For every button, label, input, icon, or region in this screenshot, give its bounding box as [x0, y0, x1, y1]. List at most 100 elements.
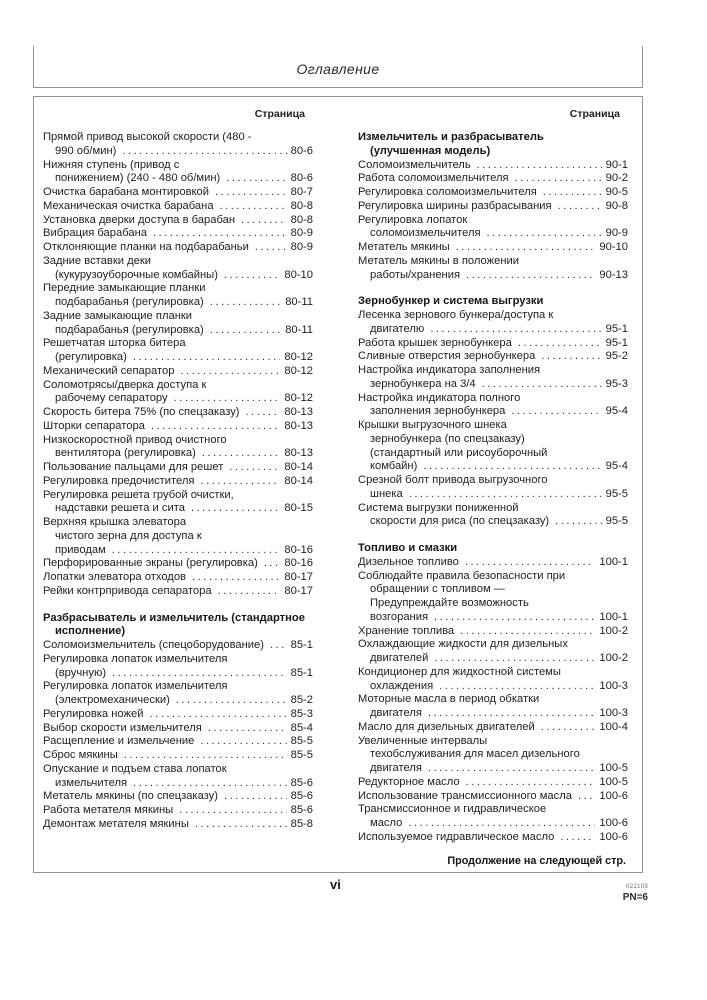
dot-leader: ........................................… — [541, 350, 602, 363]
page-number: 80-16 — [284, 557, 313, 570]
dot-leader: ........................................… — [150, 419, 280, 432]
toc-line: Метатель мякины.........................… — [358, 241, 628, 255]
continued-on-next-page-note: Продолжение на следующей стр. — [447, 854, 626, 867]
dot-leader: ........................................… — [476, 158, 602, 171]
dot-leader: ........................................… — [578, 789, 595, 802]
toc-entry: Лесенка зернового бункера/доступа к двига… — [358, 309, 628, 337]
page-number: 85-4 — [290, 721, 313, 734]
toc-line: Рейки контрпривода сепаратора...........… — [43, 585, 313, 599]
dot-leader: ........................................… — [557, 199, 602, 212]
page-number: 80-6 — [290, 172, 313, 185]
dot-leader: ........................................… — [560, 830, 595, 843]
dot-leader: ........................................… — [511, 405, 602, 418]
dot-leader: ........................................… — [241, 213, 287, 226]
toc-line: двигателя...............................… — [358, 707, 628, 721]
toc-line: Нижняя ступень (привод с — [43, 158, 180, 171]
toc-entry-text: Расщепление и измельчение — [43, 735, 195, 748]
toc-entry: Регулировка лопаток измельчителя (электро… — [43, 680, 313, 708]
dot-leader: ........................................… — [464, 555, 596, 568]
toc-entry: Регулировка лопаток соломоизмельчителя...… — [358, 214, 628, 242]
page-number: 80-8 — [290, 199, 313, 212]
page-number: 95-3 — [605, 377, 628, 390]
page-number: 95-4 — [605, 405, 628, 418]
toc-column-left: Страница Прямой привод высокой скорости … — [43, 108, 313, 832]
dot-leader: ........................................… — [427, 762, 596, 774]
toc-entry: Верхняя крышка элеватора чистого зерна дл… — [43, 516, 313, 557]
dot-leader: ........................................… — [263, 557, 281, 570]
toc-entry-text: (кукурузоуборочные комбайны) — [55, 268, 218, 281]
toc-entry-text: подбарабанья (регулировка) — [55, 296, 204, 308]
toc-line: Масло для дизельных двигателей..........… — [358, 721, 628, 735]
dot-leader: ........................................… — [152, 227, 287, 240]
toc-entry: Хранение топлива........................… — [358, 625, 628, 639]
page-number: 80-13 — [284, 419, 313, 432]
toc-entry-text: Скорость битера 75% (по спецзаказу) — [43, 406, 240, 418]
folio-page-number: vi — [330, 877, 341, 892]
toc-entry-text: двигателю — [370, 322, 425, 335]
dot-leader: ........................................… — [112, 666, 287, 679]
toc-entry: Прямой привод высокой скорости (480 -990… — [43, 131, 313, 159]
page-number: 85-6 — [290, 790, 313, 803]
toc-line: (стандартный или рисоуборочный — [370, 446, 548, 459]
page-number: 90-8 — [605, 199, 628, 212]
page-number: 80-9 — [290, 227, 313, 240]
dot-leader: ........................................… — [122, 144, 286, 157]
toc-line: Метатель мякины в положении — [358, 254, 520, 267]
toc-entry-text: Дизельное топливо — [358, 555, 459, 568]
toc-line: Задние замыкающие планки — [43, 309, 193, 322]
toc-entry-text: скорости для риса (по спецзаказу) — [370, 515, 550, 528]
toc-line: Демонтаж метателя мякины................… — [43, 818, 313, 832]
dot-leader: ........................................… — [408, 487, 602, 500]
toc-entry-text: Метатель мякины (по спецзаказу) — [43, 790, 218, 803]
toc-line: Дизельное топливо.......................… — [358, 556, 628, 570]
page-number: 80-14 — [284, 461, 313, 473]
toc-entry: Регулировка лопаток измельчителя (вручную… — [43, 653, 313, 681]
toc-entry-text: работы/хранения — [370, 268, 461, 281]
toc-line: Предупреждайте возможность — [370, 597, 529, 609]
toc-line: (кукурузоуборочные комбайны)............… — [43, 269, 313, 283]
dot-leader: ........................................… — [517, 336, 602, 349]
toc-line: зернобункера на 3/4.....................… — [358, 378, 628, 392]
page-number: 100-3 — [599, 707, 628, 719]
toc-line: Регулировка ножей.......................… — [43, 708, 313, 722]
dot-leader: ........................................… — [223, 790, 287, 803]
toc-line: Увеличенные интервалы — [358, 734, 488, 747]
toc-line: Соломоизмельчитель (спецоборудование)...… — [43, 639, 313, 653]
page-number: 90-5 — [605, 186, 628, 198]
toc-line: Регулировка решета грубой очистки, — [43, 488, 234, 501]
page-number: 90-2 — [605, 172, 628, 185]
toc-line: Передние замыкающие планки — [43, 282, 206, 295]
toc-entry: Соломотрясы/дверка доступа к рабочему сеп… — [43, 379, 313, 407]
toc-line: Опускание и подъем става лопаток — [43, 762, 227, 775]
toc-entry-text: Регулировка ножей — [43, 707, 144, 720]
toc-entry-text: рабочему сепаратору — [55, 392, 168, 405]
page-number: 85-3 — [290, 707, 313, 720]
toc-entry-text: комбайн) — [370, 460, 418, 473]
toc-line: Соблюдайте правила безопасности при — [358, 569, 566, 582]
toc-line: Настройка индикатора полного — [358, 391, 521, 404]
toc-line: Соломотрясы/дверка доступа к — [43, 378, 207, 391]
toc-entry: Опускание и подъем става лопаток измельчи… — [43, 763, 313, 791]
toc-line: двигателей..............................… — [358, 652, 628, 666]
toc-line: зернобункера (по спецзаказу) — [370, 432, 525, 445]
toc-line: Измельчитель и разбрасыватель — [358, 131, 544, 143]
toc-entry-text: надставки решета и сита — [55, 502, 185, 515]
toc-entry: Механический сепаратор..................… — [43, 365, 313, 379]
page-number: 100-3 — [599, 679, 628, 692]
dot-leader: ........................................… — [215, 186, 287, 198]
toc-entry: Настройка индикатора заполнения зернобунк… — [358, 364, 628, 392]
toc-entry: Задние замыкающие планки подбарабанья (ре… — [43, 310, 313, 338]
toc-line: Работа крышек зернобункера..............… — [358, 337, 628, 351]
toc-entry-text: Метатель мякины — [358, 241, 450, 253]
toc-line: (вручную)...............................… — [43, 667, 313, 681]
toc-entry-text: шнека — [370, 487, 403, 500]
dot-leader: ........................................… — [460, 624, 595, 637]
dot-leader: ........................................… — [180, 364, 280, 377]
dot-leader: ........................................… — [466, 268, 596, 281]
toc-entry-text: Установка дверки доступа в барабан — [43, 213, 236, 226]
page-number: 80-10 — [284, 268, 313, 281]
toc-line: масло...................................… — [358, 817, 628, 831]
toc-entry-text: Регулировка предочистителя — [43, 474, 195, 487]
toc-entry: Работа метателя мякины..................… — [43, 804, 313, 818]
toc-line: Верхняя крышка элеватора — [43, 516, 187, 528]
